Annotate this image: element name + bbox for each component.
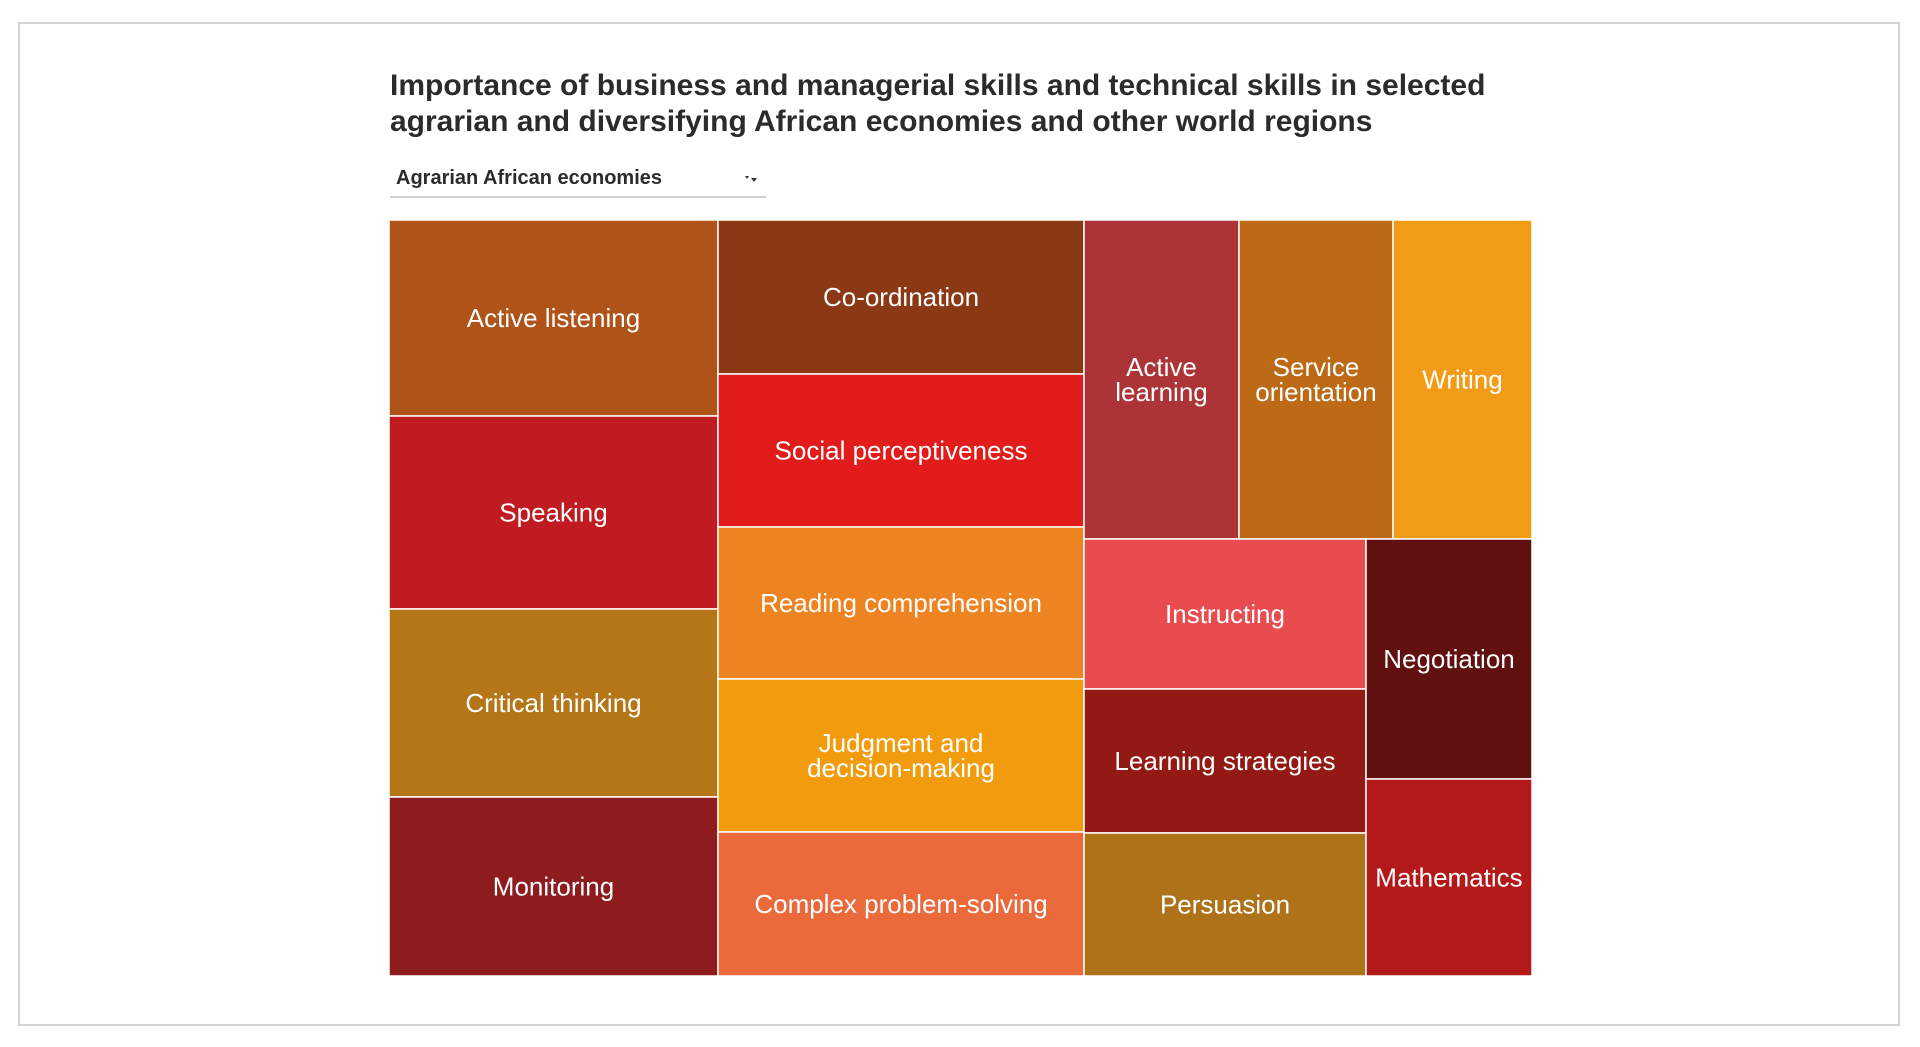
treemap-rect-persuasion[interactable] bbox=[1083, 832, 1367, 976]
treemap-cell-active-listening[interactable]: Active listening bbox=[389, 220, 719, 417]
treemap-cell-learning-strategies[interactable]: Learning strategies bbox=[1083, 688, 1367, 834]
treemap-cell-negotiation[interactable]: Negotiation bbox=[1365, 538, 1532, 780]
treemap-cell-mathematics[interactable]: Mathematics bbox=[1365, 778, 1532, 976]
treemap-label-complex-problem-solving: Complex problem-solving bbox=[754, 889, 1047, 919]
treemap-label-mathematics: Mathematics bbox=[1375, 863, 1522, 893]
treemap-label-social-perceptiveness: Social perceptiveness bbox=[775, 436, 1028, 466]
treemap-label-judgment-and-decision-making-line-1: Judgment and bbox=[819, 728, 984, 758]
treemap-rect-judgment-and-decision-making[interactable] bbox=[717, 678, 1085, 833]
treemap-label-critical-thinking: Critical thinking bbox=[465, 688, 641, 718]
treemap-rect-instructing[interactable] bbox=[1083, 538, 1367, 690]
treemap-cell-critical-thinking[interactable]: Critical thinking bbox=[389, 608, 719, 798]
treemap-rect-social-perceptiveness[interactable] bbox=[717, 373, 1085, 528]
economy-selector[interactable]: Agrarian African economies bbox=[390, 162, 766, 198]
treemap-rect-mathematics[interactable] bbox=[1365, 778, 1532, 976]
treemap-cell-social-perceptiveness[interactable]: Social perceptiveness bbox=[717, 373, 1085, 528]
treemap-cell-speaking[interactable]: Speaking bbox=[389, 415, 719, 610]
treemap-label-service-orientation-line-1: Service bbox=[1273, 352, 1360, 382]
chart-title-line-1: Importance of business and managerial sk… bbox=[390, 69, 1486, 102]
treemap-label-active-learning-line-2: learning bbox=[1115, 377, 1208, 407]
treemap-rect-negotiation[interactable] bbox=[1365, 538, 1532, 780]
economy-selector-value: Agrarian African economies bbox=[396, 167, 663, 189]
treemap-cell-persuasion[interactable]: Persuasion bbox=[1083, 832, 1367, 976]
treemap-cell-instructing[interactable]: Instructing bbox=[1083, 538, 1367, 690]
treemap-rect-reading-comprehension[interactable] bbox=[717, 526, 1085, 680]
treemap-label-active-learning-line-1: Active bbox=[1126, 352, 1197, 382]
treemap-label-learning-strategies: Learning strategies bbox=[1114, 746, 1335, 776]
treemap-cell-co-ordination[interactable]: Co-ordination bbox=[717, 220, 1085, 375]
treemap-label-active-listening: Active listening bbox=[467, 303, 640, 333]
treemap-label-speaking: Speaking bbox=[499, 498, 607, 528]
treemap-rect-learning-strategies[interactable] bbox=[1083, 688, 1367, 834]
treemap-label-persuasion: Persuasion bbox=[1160, 890, 1290, 920]
treemap-rect-critical-thinking[interactable] bbox=[389, 608, 719, 798]
treemap-rect-writing[interactable] bbox=[1392, 220, 1532, 540]
treemap-rect-complex-problem-solving[interactable] bbox=[717, 831, 1085, 976]
treemap-cell-writing[interactable]: Writing bbox=[1392, 220, 1532, 540]
treemap-label-negotiation: Negotiation bbox=[1383, 644, 1515, 674]
treemap-rect-active-listening[interactable] bbox=[389, 220, 719, 417]
treemap-rect-co-ordination[interactable] bbox=[717, 220, 1085, 375]
treemap-cell-monitoring[interactable]: Monitoring bbox=[389, 796, 719, 976]
treemap-label-monitoring: Monitoring bbox=[493, 872, 614, 902]
treemap-rect-monitoring[interactable] bbox=[389, 796, 719, 976]
treemap-chart: Active listening Speaking Critical thinkin… bbox=[389, 220, 1532, 976]
chart-title-line-2: agrarian and diversifying African econom… bbox=[390, 105, 1373, 138]
treemap-label-writing: Writing bbox=[1422, 365, 1502, 395]
treemap-label-judgment-and-decision-making-line-2: decision-making bbox=[807, 753, 995, 783]
treemap-cell-complex-problem-solving[interactable]: Complex problem-solving bbox=[717, 831, 1085, 976]
chart-title: Importance of business and managerial sk… bbox=[390, 68, 1550, 140]
treemap-rect-active-learning[interactable] bbox=[1083, 220, 1240, 540]
treemap-label-co-ordination: Co-ordination bbox=[823, 282, 979, 312]
treemap-label-instructing: Instructing bbox=[1165, 599, 1285, 629]
sort-arrows-icon bbox=[745, 176, 757, 182]
treemap-label-service-orientation-line-2: orientation bbox=[1255, 377, 1376, 407]
treemap-cell-reading-comprehension[interactable]: Reading comprehension bbox=[717, 526, 1085, 680]
treemap-rect-service-orientation[interactable] bbox=[1238, 220, 1394, 540]
treemap-label-reading-comprehension: Reading comprehension bbox=[760, 588, 1042, 618]
